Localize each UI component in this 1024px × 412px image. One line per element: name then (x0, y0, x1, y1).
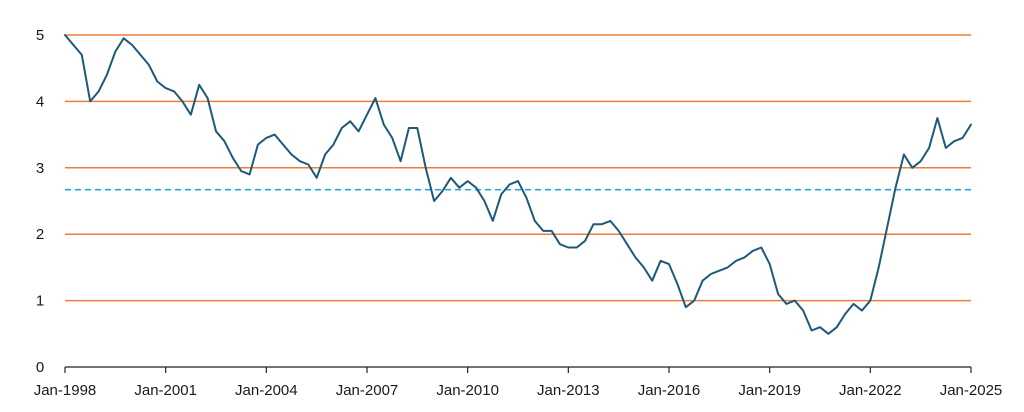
y-tick-label: 0 (36, 359, 44, 376)
series-group (64, 34, 972, 335)
series-line-0 (64, 34, 972, 335)
x-tick-label: Jan-2019 (738, 382, 801, 399)
y-tick-label: 1 (36, 293, 44, 310)
x-tick-label: Jan-2001 (134, 382, 197, 399)
y-tick-label: 5 (36, 27, 44, 44)
gridlines (65, 34, 971, 302)
x-tick-label: Jan-2007 (336, 382, 399, 399)
x-tick-label: Jan-2004 (235, 382, 298, 399)
y-tick-label: 3 (36, 160, 44, 177)
x-tick-label: Jan-2022 (839, 382, 902, 399)
x-tick-label: Jan-2010 (436, 382, 499, 399)
y-tick-labels: 0 1 2 3 4 5 (36, 27, 44, 376)
x-tick-label: Jan-2016 (638, 382, 701, 399)
axes (64, 366, 972, 373)
x-tick-label: Jan-2013 (537, 382, 600, 399)
x-tick-labels: Jan-1998 Jan-2001 Jan-2004 Jan-2007 Jan-2010… (34, 382, 1003, 399)
y-tick-label: 4 (36, 93, 44, 110)
x-tick-label: Jan-1998 (34, 382, 97, 399)
x-tick-label: Jan-2025 (940, 382, 1003, 399)
y-tick-label: 2 (36, 226, 44, 243)
